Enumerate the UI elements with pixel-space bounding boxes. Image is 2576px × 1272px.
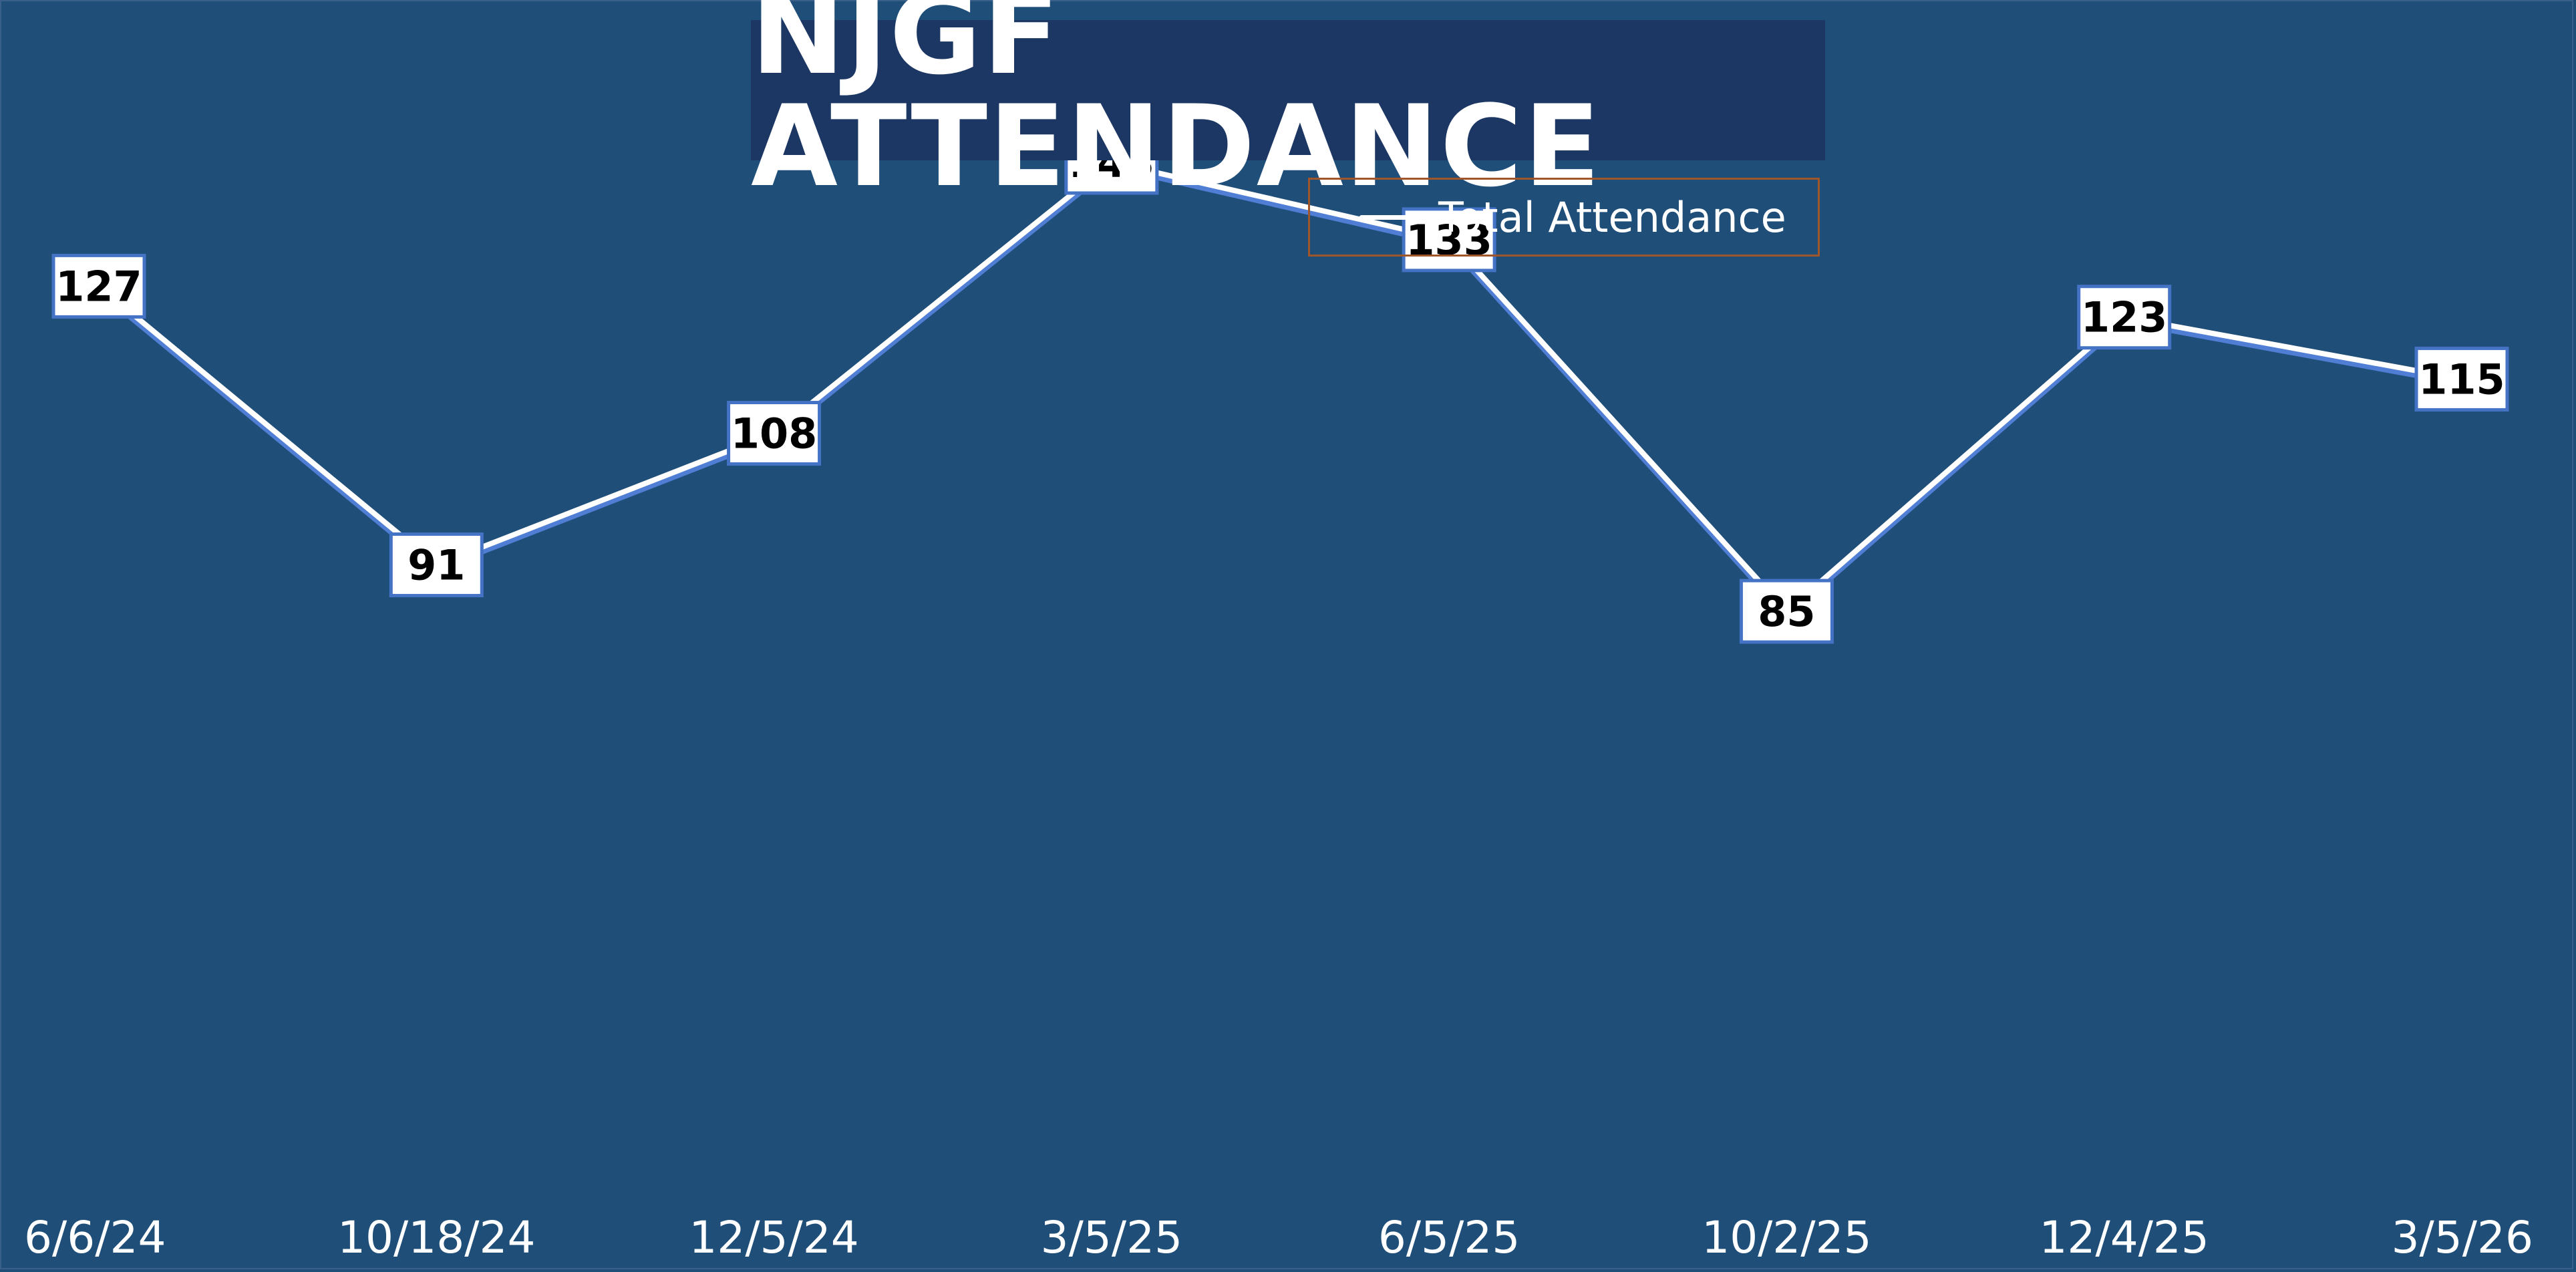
x-tick-label-0: 6/6/24 <box>24 1212 166 1263</box>
series-line-group <box>96 160 2462 619</box>
legend-label: Total Attendance <box>1438 192 1786 242</box>
data-label-value: 115 <box>2418 355 2505 404</box>
legend: Total Attendance <box>1308 178 1820 257</box>
data-label-5: 85 <box>1739 579 1834 644</box>
x-tick-label-5: 10/2/25 <box>1702 1212 1871 1263</box>
data-label-value: 123 <box>2081 293 2167 342</box>
data-label-box <box>727 401 822 466</box>
data-label-value: 127 <box>55 262 142 311</box>
series-line <box>97 160 2462 615</box>
series-line-shadow <box>96 163 2462 619</box>
x-tick-label-3: 3/5/25 <box>1041 1212 1182 1263</box>
x-axis-tick-labels: 6/6/24 10/18/24 12/5/24 3/5/25 6/5/25 10/2/25… <box>24 1212 2533 1263</box>
drop-lines <box>98 162 2463 1176</box>
data-label-6: 123 <box>2077 285 2172 350</box>
x-tick-label-7: 3/5/26 <box>2392 1212 2533 1263</box>
data-label-box <box>2077 285 2172 350</box>
data-label-box <box>2414 346 2509 412</box>
data-label-value: 91 <box>408 541 465 590</box>
data-label-1: 91 <box>389 532 484 598</box>
x-tick-label-4: 6/5/25 <box>1378 1212 1520 1263</box>
data-label-value: 108 <box>731 410 817 458</box>
chart-title: NJGF ATTENDANCE <box>751 0 1602 212</box>
data-label-2: 108 <box>727 401 822 466</box>
x-tick-label-6: 12/4/25 <box>2039 1212 2209 1263</box>
data-label-0: 127 <box>51 253 146 319</box>
x-tick-label-1: 10/18/24 <box>337 1212 535 1263</box>
data-label-value: 85 <box>1758 587 1815 636</box>
chart-title-box: NJGF ATTENDANCE <box>751 0 1825 202</box>
legend-line-swatch <box>1359 214 1421 220</box>
x-tick-label-2: 12/5/24 <box>689 1212 858 1263</box>
data-label-box <box>1739 579 1834 644</box>
data-label-7: 115 <box>2414 346 2509 412</box>
data-label-box <box>51 253 146 319</box>
data-label-box <box>389 532 484 598</box>
